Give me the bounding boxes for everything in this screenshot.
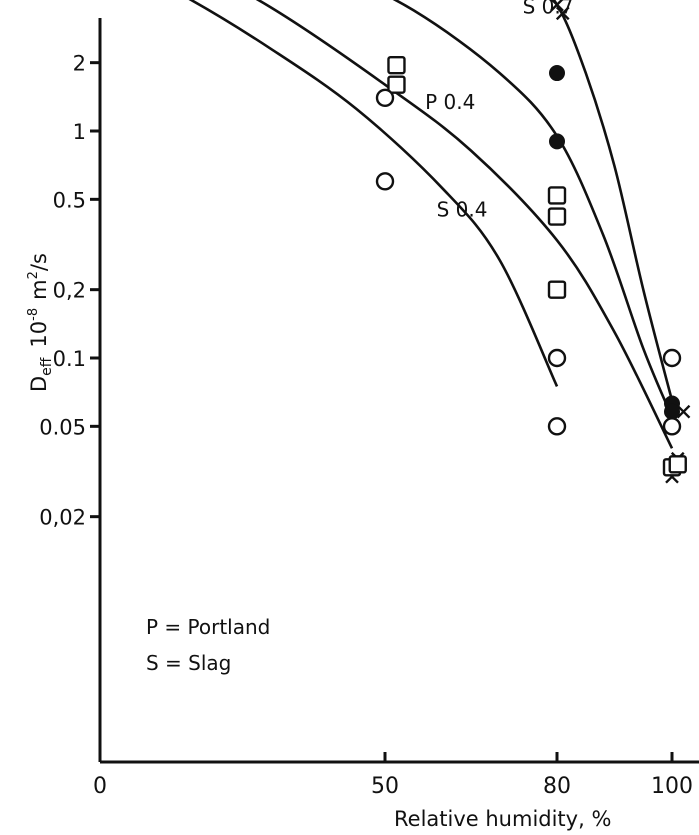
curve-label: P 0.4 xyxy=(425,90,475,114)
data-point xyxy=(676,404,691,419)
data-point xyxy=(375,172,395,191)
fit-curves xyxy=(188,0,674,449)
fit-curve-s-0-4 xyxy=(188,0,559,387)
data-point xyxy=(547,348,567,368)
x-tick-label: 50 xyxy=(371,774,399,799)
x-tick-label: 0 xyxy=(93,774,107,799)
y-tick-label: 0.5 xyxy=(53,188,86,212)
x-axis-title: Relative humidity, % xyxy=(394,807,611,831)
y-tick-label: 1 xyxy=(73,120,86,144)
y-tick-label: 0,2 xyxy=(53,279,86,303)
svg-text:Deff10-8m2/s: Deff 10-8 m2/s xyxy=(26,253,55,392)
data-point xyxy=(547,280,567,299)
data-point xyxy=(387,75,406,94)
x-ticks: 0 50 80 100 xyxy=(93,752,693,799)
curve-label: S 0.4 xyxy=(437,198,488,222)
y-tick-label: 0.05 xyxy=(39,415,86,439)
data-point xyxy=(387,55,406,75)
data-points xyxy=(375,0,691,484)
curve-labels: P 0.7S 0.7P 0.4S 0.4 xyxy=(425,0,574,222)
y-axis-title-d: D xyxy=(27,376,51,392)
plot-frame xyxy=(98,18,699,764)
fit-curve-s-0-7 xyxy=(392,0,674,418)
data-point xyxy=(662,348,682,368)
y-ticks: 20105210.50,20.10.050,02 xyxy=(39,52,100,530)
data-point xyxy=(664,403,680,420)
y-tick-label: 0,02 xyxy=(39,506,86,530)
y-tick-label: 0.1 xyxy=(53,347,86,371)
y-axis-title-units: 10 xyxy=(27,321,51,348)
y-axis-title-sub: eff xyxy=(39,357,55,376)
x-tick-label: 100 xyxy=(651,774,693,799)
data-point xyxy=(547,417,567,436)
data-point xyxy=(549,65,565,82)
legend-portland: P = Portland xyxy=(146,615,270,639)
y-axis-title-m: m xyxy=(27,279,51,299)
y-axis-title-exp2: 2 xyxy=(26,271,41,279)
data-point xyxy=(668,455,687,474)
x-tick-label: 80 xyxy=(543,774,571,799)
legend-slag: S = Slag xyxy=(146,651,231,675)
data-point xyxy=(547,207,567,226)
legend: P = Portland S = Slag xyxy=(146,615,270,675)
y-tick-label: 2 xyxy=(73,52,86,76)
data-point xyxy=(550,0,564,12)
y-axis-title-exp: -8 xyxy=(26,308,41,321)
y-axis-title: Deff 10-8 m2/s xyxy=(26,253,55,392)
data-point xyxy=(555,6,570,21)
fit-curve-p-0-7 xyxy=(552,0,674,401)
data-point xyxy=(547,186,567,205)
curve-label: S 0.7 xyxy=(523,0,574,18)
data-point xyxy=(662,417,682,436)
fit-curve-p-0-4 xyxy=(255,0,674,449)
data-point xyxy=(549,133,565,150)
y-axis-title-s: /s xyxy=(27,253,51,271)
data-point xyxy=(375,88,395,108)
